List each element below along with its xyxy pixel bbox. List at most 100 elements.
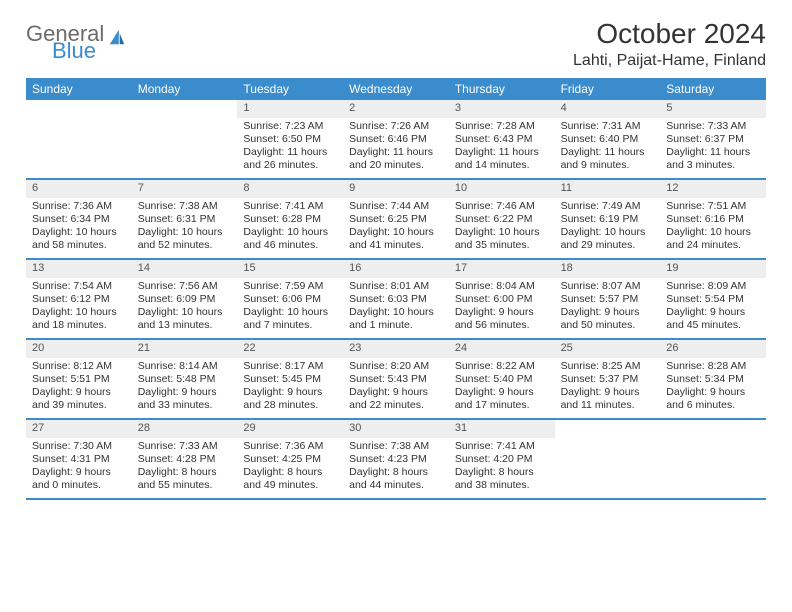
day-17: 17Sunrise: 8:04 AMSunset: 6:00 PMDayligh… [449,260,555,338]
day-8: 8Sunrise: 7:41 AMSunset: 6:28 PMDaylight… [237,180,343,258]
day-body: Sunrise: 7:28 AMSunset: 6:43 PMDaylight:… [449,118,555,177]
day-body: Sunrise: 7:44 AMSunset: 6:25 PMDaylight:… [343,198,449,257]
day-body: Sunrise: 7:46 AMSunset: 6:22 PMDaylight:… [449,198,555,257]
dow-sunday: Sunday [26,78,132,100]
week-row: ....1Sunrise: 7:23 AMSunset: 6:50 PMDayl… [26,100,766,180]
day-29: 29Sunrise: 7:36 AMSunset: 4:25 PMDayligh… [237,420,343,498]
day-number: 23 [343,340,449,358]
day-7: 7Sunrise: 7:38 AMSunset: 6:31 PMDaylight… [132,180,238,258]
day-number: 29 [237,420,343,438]
day-number: 24 [449,340,555,358]
day-body: Sunrise: 7:54 AMSunset: 6:12 PMDaylight:… [26,278,132,337]
day-number: 1 [237,100,343,118]
day-body: Sunrise: 7:38 AMSunset: 4:23 PMDaylight:… [343,438,449,497]
day-number: 31 [449,420,555,438]
day-5: 5Sunrise: 7:33 AMSunset: 6:37 PMDaylight… [660,100,766,178]
day-number: 18 [555,260,661,278]
day-body: Sunrise: 7:41 AMSunset: 6:28 PMDaylight:… [237,198,343,257]
day-body: Sunrise: 8:12 AMSunset: 5:51 PMDaylight:… [26,358,132,417]
header: General Blue October 2024 Lahti, Paijat-… [26,18,766,70]
day-number: 15 [237,260,343,278]
day-24: 24Sunrise: 8:22 AMSunset: 5:40 PMDayligh… [449,340,555,418]
day-body: Sunrise: 8:28 AMSunset: 5:34 PMDaylight:… [660,358,766,417]
day-30: 30Sunrise: 7:38 AMSunset: 4:23 PMDayligh… [343,420,449,498]
dow-header: SundayMondayTuesdayWednesdayThursdayFrid… [26,78,766,100]
day-body: Sunrise: 8:14 AMSunset: 5:48 PMDaylight:… [132,358,238,417]
day-15: 15Sunrise: 7:59 AMSunset: 6:06 PMDayligh… [237,260,343,338]
day-number: 22 [237,340,343,358]
day-28: 28Sunrise: 7:33 AMSunset: 4:28 PMDayligh… [132,420,238,498]
day-body: Sunrise: 8:07 AMSunset: 5:57 PMDaylight:… [555,278,661,337]
dow-tuesday: Tuesday [237,78,343,100]
day-9: 9Sunrise: 7:44 AMSunset: 6:25 PMDaylight… [343,180,449,258]
day-14: 14Sunrise: 7:56 AMSunset: 6:09 PMDayligh… [132,260,238,338]
day-body: Sunrise: 7:56 AMSunset: 6:09 PMDaylight:… [132,278,238,337]
day-20: 20Sunrise: 8:12 AMSunset: 5:51 PMDayligh… [26,340,132,418]
day-number: 27 [26,420,132,438]
day-body: Sunrise: 7:49 AMSunset: 6:19 PMDaylight:… [555,198,661,257]
page-title: October 2024 [573,18,766,50]
brand-part2: Blue [52,41,104,62]
dow-friday: Friday [555,78,661,100]
day-number: 20 [26,340,132,358]
day-body: Sunrise: 7:51 AMSunset: 6:16 PMDaylight:… [660,198,766,257]
day-number: 6 [26,180,132,198]
day-empty: .. [660,420,766,498]
day-number: 10 [449,180,555,198]
day-number: 3 [449,100,555,118]
day-number: 8 [237,180,343,198]
day-3: 3Sunrise: 7:28 AMSunset: 6:43 PMDaylight… [449,100,555,178]
week-row: 27Sunrise: 7:30 AMSunset: 4:31 PMDayligh… [26,420,766,500]
day-number: 25 [555,340,661,358]
day-empty: .. [555,420,661,498]
day-31: 31Sunrise: 7:41 AMSunset: 4:20 PMDayligh… [449,420,555,498]
day-number: 2 [343,100,449,118]
day-body: Sunrise: 8:20 AMSunset: 5:43 PMDaylight:… [343,358,449,417]
brand-logo: General Blue [26,24,126,62]
day-number: 26 [660,340,766,358]
day-empty: .. [26,100,132,178]
day-body: Sunrise: 8:09 AMSunset: 5:54 PMDaylight:… [660,278,766,337]
calendar: SundayMondayTuesdayWednesdayThursdayFrid… [26,78,766,500]
dow-wednesday: Wednesday [343,78,449,100]
dow-monday: Monday [132,78,238,100]
day-number: 12 [660,180,766,198]
day-body: Sunrise: 7:33 AMSunset: 4:28 PMDaylight:… [132,438,238,497]
day-26: 26Sunrise: 8:28 AMSunset: 5:34 PMDayligh… [660,340,766,418]
day-4: 4Sunrise: 7:31 AMSunset: 6:40 PMDaylight… [555,100,661,178]
dow-saturday: Saturday [660,78,766,100]
day-body: Sunrise: 7:41 AMSunset: 4:20 PMDaylight:… [449,438,555,497]
day-number: 14 [132,260,238,278]
day-1: 1Sunrise: 7:23 AMSunset: 6:50 PMDaylight… [237,100,343,178]
location-label: Lahti, Paijat-Hame, Finland [573,52,766,70]
day-18: 18Sunrise: 8:07 AMSunset: 5:57 PMDayligh… [555,260,661,338]
day-25: 25Sunrise: 8:25 AMSunset: 5:37 PMDayligh… [555,340,661,418]
day-body: Sunrise: 8:04 AMSunset: 6:00 PMDaylight:… [449,278,555,337]
day-body: Sunrise: 7:31 AMSunset: 6:40 PMDaylight:… [555,118,661,177]
day-body: Sunrise: 8:01 AMSunset: 6:03 PMDaylight:… [343,278,449,337]
day-12: 12Sunrise: 7:51 AMSunset: 6:16 PMDayligh… [660,180,766,258]
day-body: Sunrise: 7:26 AMSunset: 6:46 PMDaylight:… [343,118,449,177]
day-body: Sunrise: 7:38 AMSunset: 6:31 PMDaylight:… [132,198,238,257]
day-body: Sunrise: 7:23 AMSunset: 6:50 PMDaylight:… [237,118,343,177]
day-number: 28 [132,420,238,438]
day-body: Sunrise: 7:36 AMSunset: 4:25 PMDaylight:… [237,438,343,497]
day-27: 27Sunrise: 7:30 AMSunset: 4:31 PMDayligh… [26,420,132,498]
day-body: Sunrise: 8:22 AMSunset: 5:40 PMDaylight:… [449,358,555,417]
day-body: Sunrise: 7:59 AMSunset: 6:06 PMDaylight:… [237,278,343,337]
week-row: 6Sunrise: 7:36 AMSunset: 6:34 PMDaylight… [26,180,766,260]
day-21: 21Sunrise: 8:14 AMSunset: 5:48 PMDayligh… [132,340,238,418]
day-empty: .. [132,100,238,178]
day-body: Sunrise: 7:30 AMSunset: 4:31 PMDaylight:… [26,438,132,497]
day-22: 22Sunrise: 8:17 AMSunset: 5:45 PMDayligh… [237,340,343,418]
day-number: 19 [660,260,766,278]
day-2: 2Sunrise: 7:26 AMSunset: 6:46 PMDaylight… [343,100,449,178]
day-number: 30 [343,420,449,438]
day-23: 23Sunrise: 8:20 AMSunset: 5:43 PMDayligh… [343,340,449,418]
day-number: 9 [343,180,449,198]
sail-icon [108,28,126,46]
day-number: 13 [26,260,132,278]
day-number: 7 [132,180,238,198]
day-11: 11Sunrise: 7:49 AMSunset: 6:19 PMDayligh… [555,180,661,258]
day-16: 16Sunrise: 8:01 AMSunset: 6:03 PMDayligh… [343,260,449,338]
